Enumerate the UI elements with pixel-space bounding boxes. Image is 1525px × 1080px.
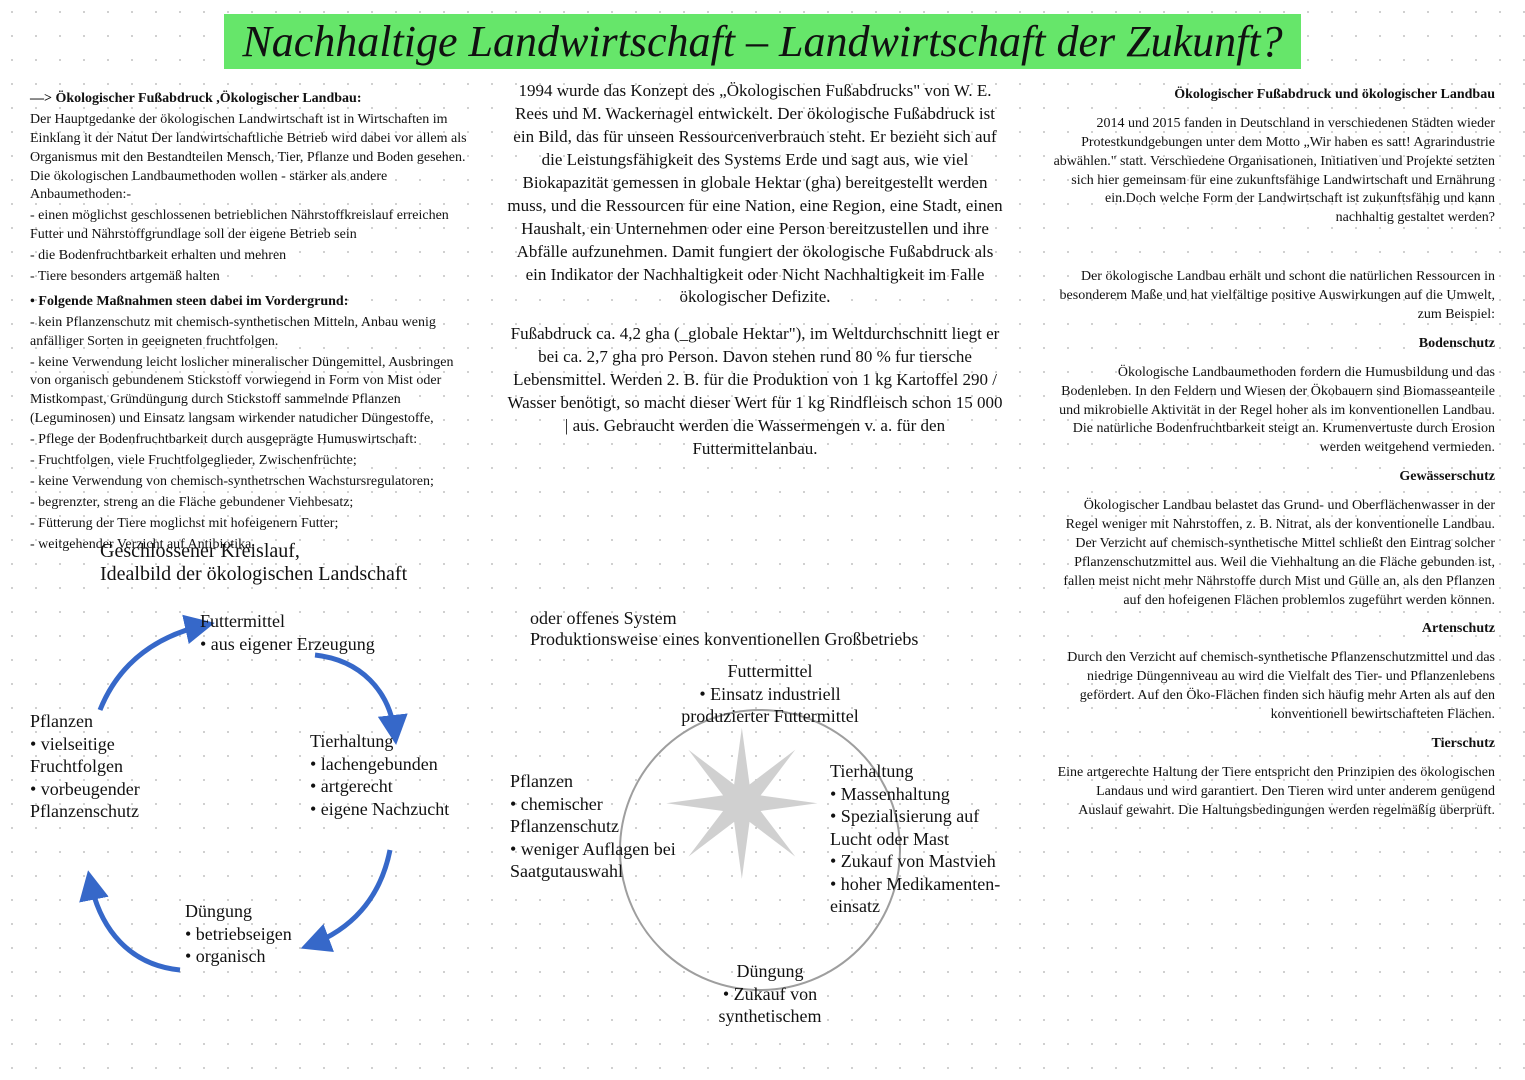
cycle2-title: oder offenes SystemProduktionsweise eine… — [530, 608, 1000, 650]
right-subheading: Artenschutz — [1050, 620, 1495, 639]
cycle2: ✴ Futtermittel• Einsatz industriell prod… — [530, 660, 1000, 1080]
right-heading: Ökologischer Fußabdruck und ökologischer… — [1050, 86, 1495, 105]
cycle1-node: Pflanzen• vielseitige Fruchtfolgen• vorb… — [30, 710, 210, 823]
cycle1-node: Tierhaltung• lachengebunden• artgerecht•… — [310, 730, 490, 820]
mid-paragraph-2: Fußabdruck ca. 4,2 gha (_globale Hektar"… — [505, 323, 1005, 461]
list-item: - Tiere besonders artgemäß halten — [30, 268, 470, 287]
cycle2-node: Düngung• Zukauf von synthetischem — [680, 960, 860, 1028]
cycle1-node: Düngung• betriebseigen• organisch — [185, 900, 365, 968]
right-column: Ökologischer Fußabdruck und ökologischer… — [1050, 86, 1495, 831]
cycle2-node: Tierhaltung• Massenhaltung• Spezialisier… — [830, 760, 1010, 918]
left-column: —> Ökologischer Fußabdruck ,Ökologischer… — [30, 90, 470, 556]
cycle2-node: Futtermittel• Einsatz industriell produz… — [680, 660, 860, 728]
left-heading-2: • Folgende Maßnahmen steen dabei im Vord… — [30, 293, 470, 312]
mid-column: 1994 wurde das Konzept des „Ökologischen… — [505, 80, 1005, 475]
cycle2-node: Pflanzen• chemischer Pflanzenschutz• wen… — [510, 770, 690, 883]
page-title: Nachhaltige Landwirtschaft – Landwirtsch… — [224, 14, 1300, 69]
right-subheading: Bodenschutz — [1050, 335, 1495, 354]
list-item: - einen möglichst geschlossenen betriebl… — [30, 207, 470, 245]
left-heading-1: —> Ökologischer Fußabdruck ,Ökologischer… — [30, 90, 470, 109]
list-item: - die Bodenfruchtbarkeit erhalten und me… — [30, 247, 470, 266]
cycle1-node: Futtermittel• aus eigener Erzeugung — [200, 610, 380, 655]
list-item: - Pflege der Bodenfruchtbarkeit durch au… — [30, 431, 470, 450]
right-paragraph-1: 2014 und 2015 fanden in Deutschland in v… — [1050, 115, 1495, 228]
list-item: - keine Verwendung leicht loslicher mine… — [30, 354, 470, 430]
right-paragraph-2: Der ökologische Landbau erhält und schon… — [1050, 268, 1495, 325]
right-subtext: Ökologischer Landbau belastet das Grund-… — [1050, 497, 1495, 610]
right-subtext: Eine artgerechte Haltung der Tiere entsp… — [1050, 764, 1495, 821]
right-subtext: Durch den Verzicht auf chemisch-syntheti… — [1050, 649, 1495, 725]
arrow-icon — [100, 625, 205, 710]
list-item: - begrenzter, streng an die Fläche gebun… — [30, 494, 470, 513]
mid-paragraph-1: 1994 wurde das Konzept des „Ökologischen… — [505, 80, 1005, 309]
cycle1: Futtermittel• aus eigener Erzeugung Tierh… — [30, 600, 490, 1060]
right-sections: Bodenschutz Ökologische Landbaumethoden f… — [1050, 335, 1495, 821]
left-intro-bullets: - einen möglichst geschlossenen betriebl… — [30, 207, 470, 287]
left-intro: Der Hauptgedanke der ökologischen Landwi… — [30, 111, 470, 205]
right-subtext: Ökologische Landbaumethoden fordern die … — [1050, 364, 1495, 458]
list-item: - Fruchtfolgen, viele Fruchtfolgeglieder… — [30, 452, 470, 471]
list-item: - keine Verwendung von chemisch-synthetr… — [30, 473, 470, 492]
right-subheading: Tierschutz — [1050, 735, 1495, 754]
list-item: - kein Pflanzenschutz mit chemisch-synth… — [30, 314, 470, 352]
cycle1-arrows — [30, 600, 490, 1060]
arrow-icon — [315, 655, 395, 735]
arrow-icon — [90, 880, 180, 970]
cycle1-title: Geschlossener Kreislauf,Idealbild der ök… — [100, 540, 480, 586]
list-item: - Fütterung der Tiere moglichst mit hofe… — [30, 515, 470, 534]
left-measures: - kein Pflanzenschutz mit chemisch-synth… — [30, 314, 470, 555]
right-subheading: Gewässerschutz — [1050, 468, 1495, 487]
